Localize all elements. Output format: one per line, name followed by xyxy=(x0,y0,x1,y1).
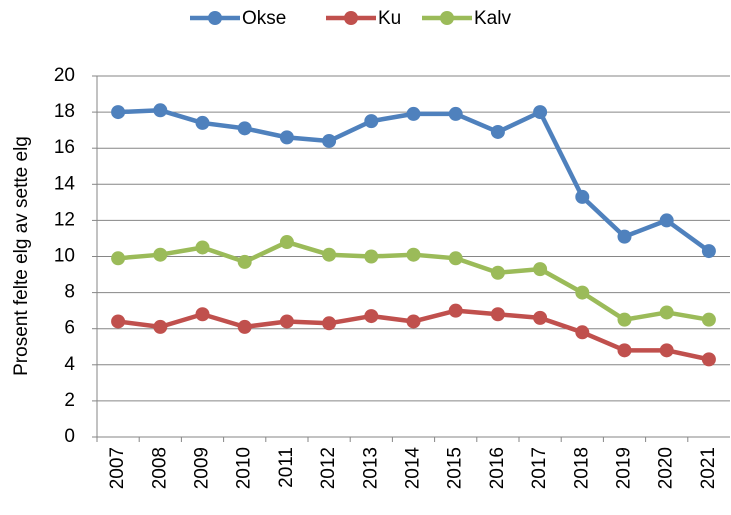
marker xyxy=(490,265,505,280)
x-tick-label: 2007 xyxy=(107,447,128,489)
marker xyxy=(237,254,252,269)
series-line xyxy=(118,108,711,253)
marker xyxy=(575,189,590,204)
legend-label: Ku xyxy=(378,8,401,29)
marker xyxy=(195,115,210,130)
legend-marker xyxy=(208,11,222,25)
x-tick-label: 2012 xyxy=(318,447,339,489)
marker xyxy=(111,105,126,120)
x-tick-label: 2017 xyxy=(529,447,550,489)
x-tick-label: 2009 xyxy=(192,447,213,489)
y-tick-label: 18 xyxy=(54,101,75,122)
marker xyxy=(659,305,674,320)
y-tick-label: 16 xyxy=(54,137,75,158)
x-tick-label: 2013 xyxy=(360,447,381,489)
legend-label: Okse xyxy=(242,8,286,29)
y-tick-label: 14 xyxy=(54,173,76,194)
marker xyxy=(575,285,590,300)
marker xyxy=(322,247,337,262)
y-tick-label: 12 xyxy=(54,209,75,230)
marker xyxy=(533,262,548,277)
marker xyxy=(322,133,337,148)
marker xyxy=(659,343,674,358)
x-tick-label: 2014 xyxy=(403,447,424,490)
x-tick-label: 2016 xyxy=(487,447,508,489)
x-tick-label: 2018 xyxy=(571,447,592,489)
x-tick-label: 2010 xyxy=(234,447,255,489)
legend-marker xyxy=(344,11,358,25)
y-tick-label: 20 xyxy=(54,65,75,86)
marker xyxy=(153,319,168,334)
marker xyxy=(195,240,210,255)
marker xyxy=(617,312,632,327)
marker xyxy=(701,312,716,327)
marker xyxy=(448,303,463,318)
marker xyxy=(111,251,126,266)
marker xyxy=(701,244,716,259)
marker xyxy=(406,106,421,121)
marker xyxy=(153,247,168,262)
marker xyxy=(617,229,632,244)
legend-marker xyxy=(440,11,454,25)
marker xyxy=(533,105,548,120)
marker xyxy=(659,213,674,228)
marker xyxy=(364,249,379,264)
marker xyxy=(364,114,379,129)
marker xyxy=(237,319,252,334)
marker xyxy=(322,316,337,331)
marker xyxy=(490,307,505,322)
marker xyxy=(237,121,252,136)
y-axis-label: Prosent felte elg av sette elg xyxy=(11,136,32,376)
legend-label: Kalv xyxy=(474,8,511,29)
marker xyxy=(490,124,505,139)
marker xyxy=(279,235,294,250)
x-tick-label: 2015 xyxy=(445,447,466,489)
x-tick-label: 2019 xyxy=(614,447,635,489)
marker xyxy=(364,309,379,324)
marker xyxy=(617,343,632,358)
x-tick-label: 2020 xyxy=(656,447,677,489)
x-tick-label: 2008 xyxy=(149,447,170,489)
marker xyxy=(279,314,294,329)
marker xyxy=(448,106,463,121)
marker xyxy=(406,247,421,262)
y-tick-label: 4 xyxy=(64,354,75,375)
marker xyxy=(279,130,294,145)
marker xyxy=(406,314,421,329)
marker xyxy=(448,251,463,266)
marker xyxy=(701,352,716,367)
y-tick-label: 6 xyxy=(64,318,75,339)
y-tick-label: 10 xyxy=(54,246,75,267)
y-tick-label: 8 xyxy=(64,282,75,303)
x-tick-label: 2011 xyxy=(276,447,297,488)
x-tick-label: 2021 xyxy=(698,447,719,489)
marker xyxy=(111,314,126,329)
marker xyxy=(153,103,168,118)
y-tick-label: 0 xyxy=(64,426,75,447)
marker xyxy=(195,307,210,322)
marker xyxy=(533,310,548,325)
marker xyxy=(575,325,590,340)
y-tick-label: 2 xyxy=(64,390,75,411)
